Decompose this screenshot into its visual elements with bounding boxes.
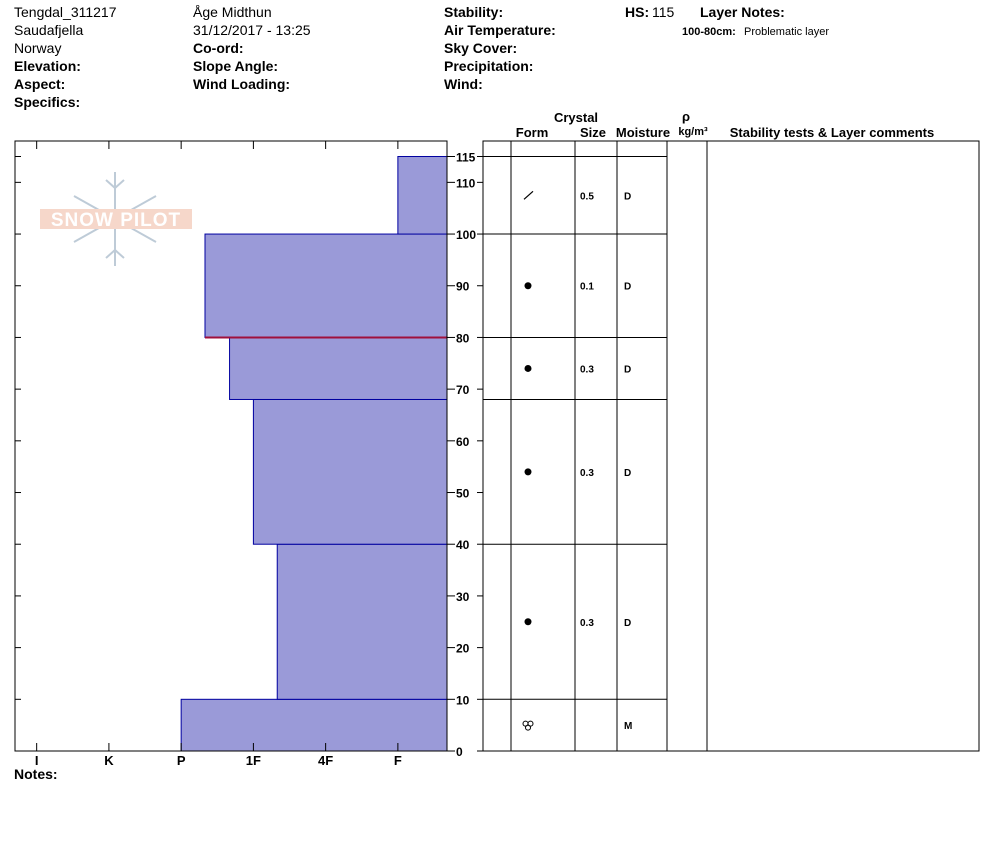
- field-label: Slope Angle:: [193, 58, 278, 74]
- y-tick-label: 20: [456, 642, 470, 656]
- field-label: Sky Cover:: [444, 40, 517, 56]
- layer-note-text: Problematic layer: [744, 26, 829, 38]
- grain-size: 0.3: [580, 618, 594, 629]
- logo-text: SNOW PILOT: [51, 210, 181, 231]
- layer-bar: [180, 698, 448, 752]
- moisture: D: [624, 191, 631, 202]
- grain-form-icon: [523, 190, 534, 200]
- layer-bar: [229, 336, 448, 400]
- layer-note-range: 100-80cm:: [682, 26, 736, 38]
- field-label: Air Temperature:: [444, 22, 556, 38]
- y-tick-label: 50: [456, 487, 470, 501]
- header: Tengdal_311217 Saudafjella Norway Elevat…: [14, 4, 829, 110]
- column-header: Form: [516, 125, 549, 140]
- grain-form-icon: [524, 364, 532, 372]
- site: Tengdal_311217: [14, 4, 117, 20]
- y-tick-label: 60: [456, 435, 470, 449]
- layer-bar: [204, 233, 448, 338]
- logo: SNOW PILOT: [40, 172, 192, 266]
- field-label: Wind:: [444, 76, 483, 92]
- grain-form-icon: [524, 468, 532, 476]
- y-tick-label: 110: [456, 176, 476, 190]
- column-header: Crystal: [554, 110, 598, 125]
- field-label: Specifics:: [14, 94, 80, 110]
- grain-form-icon: [524, 282, 532, 290]
- table-header: Crystal Form Size Moisture ρ kg/m³ Stabi…: [516, 109, 934, 140]
- grain-size: 0.3: [580, 364, 594, 375]
- hs-value: 115: [652, 4, 675, 20]
- field-label: Stability:: [444, 4, 503, 20]
- column-header: Size: [580, 125, 606, 140]
- y-tick-label: 100: [456, 228, 476, 242]
- field-label: Precipitation:: [444, 58, 533, 74]
- y-tick-label: 40: [456, 538, 470, 552]
- y-tick-label: 80: [456, 331, 470, 345]
- grain-form-icon: [525, 724, 531, 731]
- field-label: Co-ord:: [193, 40, 244, 56]
- layer-bar: [252, 398, 448, 545]
- plot-frame: [14, 140, 448, 752]
- observer: Åge Midthun: [193, 4, 272, 20]
- moisture: D: [624, 618, 631, 629]
- x-tick-label: 4F: [318, 753, 333, 768]
- y-tick-label: 30: [456, 590, 470, 604]
- field-label: Elevation:: [14, 58, 81, 74]
- table-frame: [482, 140, 980, 752]
- moisture: D: [624, 468, 631, 479]
- moisture: M: [624, 721, 632, 732]
- x-tick-label: F: [394, 753, 402, 768]
- column-header: kg/m³: [678, 126, 708, 138]
- y-tick-label: 10: [456, 693, 470, 707]
- column-header: ρ: [682, 109, 690, 124]
- x-tick-label: K: [104, 753, 114, 768]
- x-tick-label: P: [177, 753, 186, 768]
- column-header: Moisture: [616, 125, 670, 140]
- x-tick-label: 1F: [246, 753, 261, 768]
- x-tick-label: I: [35, 753, 39, 768]
- moisture: D: [624, 364, 631, 375]
- field-label: Aspect:: [14, 76, 65, 92]
- grain-form-icon: [524, 618, 532, 626]
- logo-band: [40, 209, 192, 229]
- notes-label: Notes:: [14, 766, 58, 782]
- grain-size: 0.5: [580, 191, 594, 202]
- layer-bar: [276, 543, 448, 700]
- y-tick-label: 115: [456, 151, 476, 165]
- country: Norway: [14, 40, 61, 56]
- field-label: Layer Notes:: [700, 4, 785, 20]
- layer-bar: [397, 156, 448, 235]
- field-label: HS:: [625, 4, 649, 20]
- grain-size: 0.1: [580, 282, 594, 293]
- area: Saudafjella: [14, 22, 83, 38]
- y-tick-label: 0: [456, 745, 463, 759]
- column-header: Stability tests & Layer comments: [730, 125, 934, 140]
- y-tick-label: 70: [456, 383, 470, 397]
- grain-size: 0.3: [580, 468, 594, 479]
- datetime: 31/12/2017 - 13:25: [193, 22, 311, 38]
- y-tick-label: 90: [456, 280, 470, 294]
- field-label: Wind Loading:: [193, 76, 290, 92]
- moisture: D: [624, 282, 631, 293]
